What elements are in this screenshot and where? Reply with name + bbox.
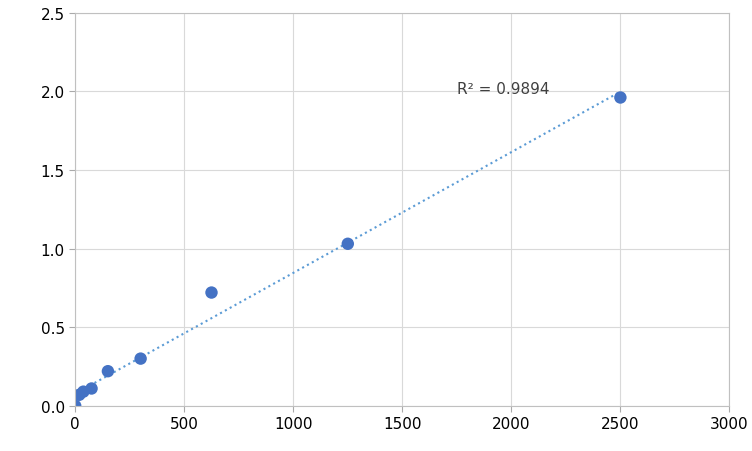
Point xyxy=(69,402,81,410)
Point xyxy=(135,355,147,363)
Text: R² = 0.9894: R² = 0.9894 xyxy=(456,81,550,97)
Point xyxy=(205,289,217,296)
Point xyxy=(77,388,89,396)
Point xyxy=(102,368,114,375)
Point xyxy=(86,385,98,392)
Point xyxy=(341,241,353,248)
Point xyxy=(614,95,626,102)
Point xyxy=(73,391,85,399)
